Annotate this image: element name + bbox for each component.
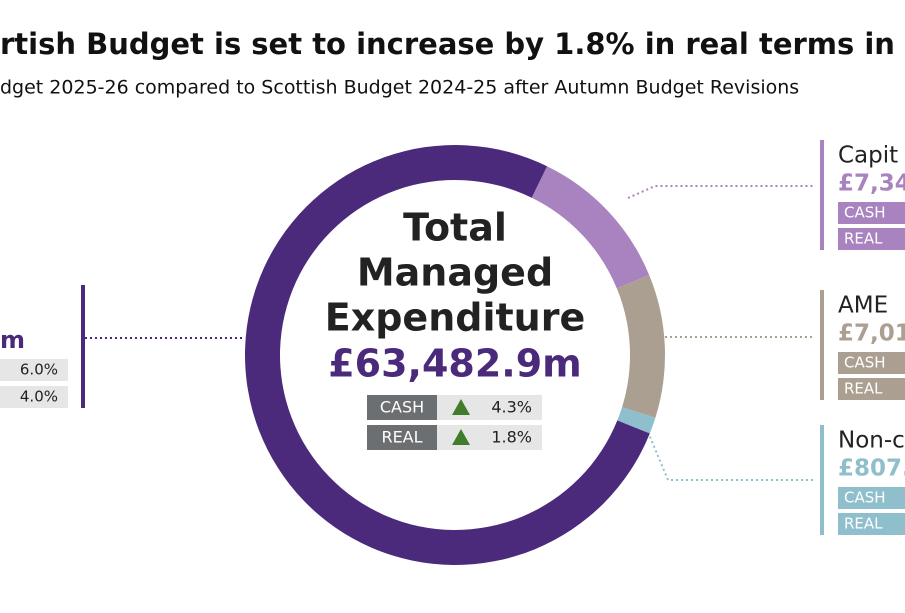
callout-name: AME xyxy=(838,293,888,319)
row-label: CASH xyxy=(844,354,886,372)
donut-segment xyxy=(531,166,650,289)
row-label: CASH xyxy=(844,204,886,222)
center-title: Managed xyxy=(357,251,553,295)
label-box xyxy=(838,228,905,250)
callout-name: Non-c xyxy=(838,428,905,454)
right-callouts: Capit£7,34 CASH REAL AME£7,01 CASH REAL Non-c£… xyxy=(820,140,905,535)
callout-amount: £7,01 xyxy=(838,321,905,347)
row-label: CASH xyxy=(380,398,424,417)
row-value: 4.3% xyxy=(491,398,532,417)
label-box xyxy=(838,202,905,224)
label-box xyxy=(367,395,437,420)
value-box xyxy=(437,395,542,420)
label-box xyxy=(367,425,437,450)
up-arrow xyxy=(452,399,470,415)
row-value: 4.0% xyxy=(20,388,58,406)
donut xyxy=(245,144,665,565)
value-box xyxy=(437,425,542,450)
row-label: CASH xyxy=(844,489,886,507)
row-box xyxy=(0,386,68,408)
row-value: 6.0% xyxy=(20,361,58,379)
donut-segment xyxy=(616,275,665,418)
row-value: 1.8% xyxy=(491,428,532,447)
callout-amount: m xyxy=(0,326,25,354)
callout-name: Capit xyxy=(838,143,898,169)
label-box xyxy=(838,352,905,374)
row-label: REAL xyxy=(381,428,422,447)
callout-amount: £7,34 xyxy=(838,171,905,197)
center-rows: CASH 4.3% REAL 1.8% xyxy=(367,395,542,450)
center-total: £63,482.9m xyxy=(328,342,582,386)
leader-line xyxy=(647,431,815,481)
row-box xyxy=(0,359,68,381)
label-box xyxy=(838,513,905,535)
row-label: REAL xyxy=(844,380,883,398)
label-box xyxy=(838,378,905,400)
row-label: REAL xyxy=(844,515,883,533)
up-arrow xyxy=(452,429,470,445)
title: rtish Budget is set to increase by 1.8% … xyxy=(0,27,905,61)
label-box xyxy=(838,487,905,509)
leader-line xyxy=(627,185,815,199)
callout-amount: £807. xyxy=(838,456,905,482)
center-title: Total xyxy=(403,206,507,250)
row-label: REAL xyxy=(844,230,883,248)
center-title: Expenditure xyxy=(325,296,585,340)
subtitle: dget 2025-26 compared to Scottish Budget… xyxy=(0,77,799,99)
donut-segment xyxy=(617,407,656,434)
